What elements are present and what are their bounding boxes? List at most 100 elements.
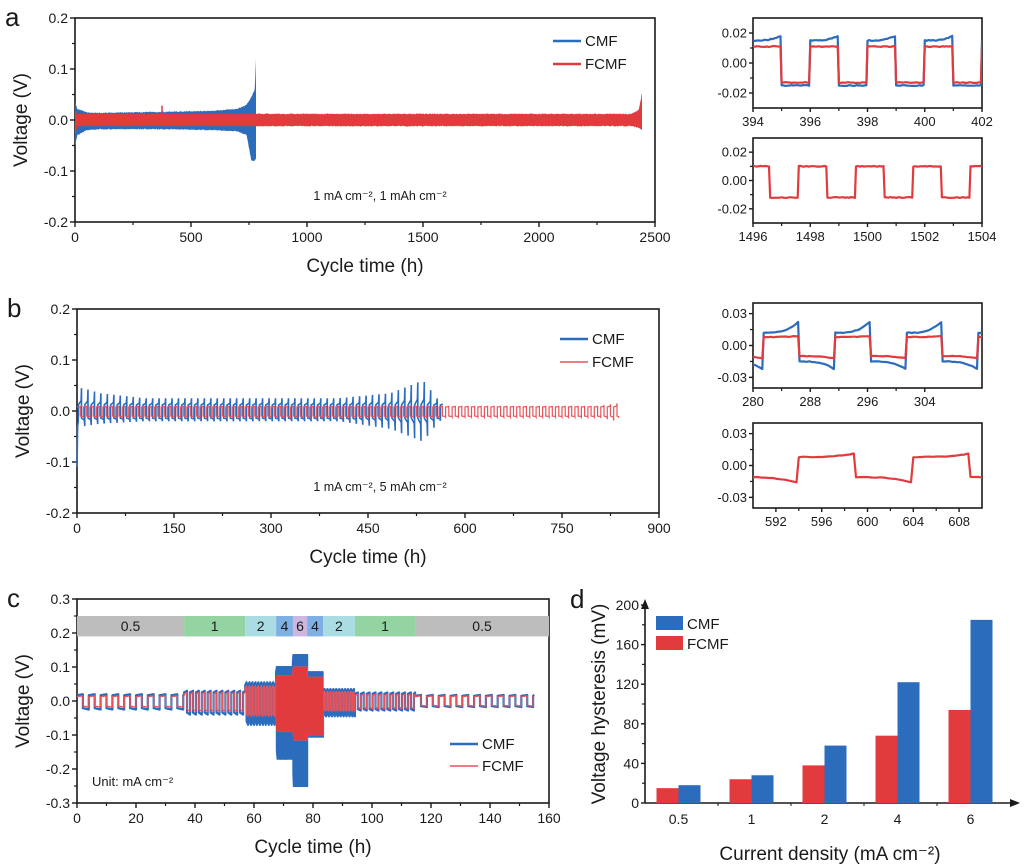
legend-swatch-cmf <box>656 616 683 630</box>
series-cmf-envelope <box>75 59 256 161</box>
y-tick-label: 0.00 <box>722 458 747 473</box>
y-tick-label: 0.03 <box>722 306 747 321</box>
x-axis-label: Current density (mA cm⁻²) <box>719 844 940 865</box>
unit-annotation: Unit: mA cm⁻² <box>92 774 174 789</box>
x-tick-label: 900 <box>647 520 671 536</box>
bar-fcmf <box>803 765 825 803</box>
legend-label: FCMF <box>592 354 634 371</box>
y-tick-label: -0.02 <box>717 201 747 216</box>
condition-annotation: 1 mA cm⁻², 5 mAh cm⁻² <box>313 480 446 494</box>
x-tick-label: 40 <box>187 810 203 826</box>
series-fcmf-dense-region <box>293 667 307 740</box>
x-tick-label: 288 <box>799 394 821 409</box>
rate-band-label: 4 <box>281 618 289 634</box>
x-tick-label: 20 <box>128 810 144 826</box>
panel-a-inset-1: -0.020.000.02394 396 398 400 402 <box>717 18 1009 129</box>
x-tick-label: 2000 <box>523 229 554 245</box>
x-tick-label: 120 <box>419 810 443 826</box>
series-fcmf-trace <box>753 46 1010 83</box>
x-tick-label: 604 <box>902 514 924 529</box>
bar-cmf <box>898 682 920 803</box>
x-tick-label: 402 <box>971 114 993 129</box>
x-tick-label: 100 <box>360 810 384 826</box>
y-axis-label: Voltage (V) <box>13 654 34 748</box>
panel-a: -0.2 -0.1 0.0 0.1 0.2 0 500 1000 1500 2000 2500 Cyc… <box>5 2 671 277</box>
rate-band-label: 0.5 <box>121 618 141 634</box>
x-tick-label: 300 <box>259 520 283 536</box>
bar-cmf <box>825 746 847 803</box>
series-fcmf-dense-region <box>276 676 293 732</box>
x-tick-label: 500 <box>179 229 203 245</box>
panel-b-inset-2: -0.030.000.03592 596 600 604 608 <box>717 423 1024 529</box>
legend-label: FCMF <box>482 758 524 775</box>
x-tick-label: 600 <box>453 520 477 536</box>
y-tick-label: -0.02 <box>717 86 747 101</box>
x-tick-label: 280 <box>742 394 764 409</box>
rate-band-label: 1 <box>211 618 219 634</box>
y-tick-label: 80 <box>623 716 639 732</box>
x-tick-label: 80 <box>305 810 321 826</box>
y-tick-label: -0.03 <box>717 370 747 385</box>
x-tick-label: 0 <box>73 520 81 536</box>
x-tick-label: 600 <box>857 514 879 529</box>
bar-fcmf <box>949 710 971 803</box>
y-tick-label: -0.1 <box>44 163 68 179</box>
x-tick-label: 6 <box>967 811 975 827</box>
legend-label: CMF <box>585 33 618 50</box>
rate-band-label: 6 <box>296 618 304 634</box>
rate-band-label: 0.5 <box>472 618 492 634</box>
x-tick-label: 1000 <box>291 229 322 245</box>
bar-fcmf <box>730 779 752 803</box>
y-tick-label: 40 <box>623 755 639 771</box>
y-tick-label: -0.2 <box>46 761 70 777</box>
rate-band-label: 2 <box>257 618 265 634</box>
legend-label: CMF <box>482 736 515 753</box>
plot-frame <box>753 303 982 388</box>
x-tick-label: 394 <box>742 114 764 129</box>
legend-label: CMF <box>592 331 625 348</box>
y-tick-label: -0.3 <box>46 795 70 811</box>
x-axis-label: Cycle time (h) <box>309 547 426 568</box>
x-tick-label: 396 <box>799 114 821 129</box>
x-tick-label: 140 <box>478 810 502 826</box>
y-tick-label: -0.1 <box>46 727 70 743</box>
panel-b: -0.2-0.10.00.10.20 150 300 450 600 750 900Cycl… <box>7 293 671 568</box>
y-tick-label: 0.2 <box>49 10 69 26</box>
series-cmf-trace <box>77 382 442 467</box>
figure: -0.2-0.10.00.10.20 500 1000 1500 2000 2500Cyc… <box>0 0 1024 867</box>
x-axis-arrow <box>1010 799 1020 807</box>
y-axis-label: Voltage (V) <box>11 73 32 167</box>
y-tick-label: 0.0 <box>51 693 71 709</box>
y-tick-label: 0.02 <box>722 26 747 41</box>
x-tick-label: 1500 <box>853 229 882 244</box>
y-tick-label: 0 <box>631 795 639 811</box>
x-tick-label: 1496 <box>739 229 768 244</box>
x-tick-label: 1498 <box>796 229 825 244</box>
y-tick-label: 0.0 <box>51 403 71 419</box>
y-tick-label: -0.1 <box>46 454 70 470</box>
x-tick-label: 1502 <box>910 229 939 244</box>
panel-d: 040801201602000.5 1 2 4 6CMFFCMFCurrent dens… <box>570 584 1020 865</box>
y-tick-label: 0.03 <box>722 426 747 441</box>
y-tick-label: -0.2 <box>44 214 68 230</box>
x-tick-label: 2 <box>821 811 829 827</box>
rate-band-label: 2 <box>335 618 343 634</box>
x-tick-label: 304 <box>914 394 936 409</box>
rate-band-label: 4 <box>311 618 319 634</box>
y-tick-label: 120 <box>616 676 640 692</box>
x-tick-label: 1 <box>748 811 756 827</box>
bar-fcmf <box>876 736 898 803</box>
panel-label: a <box>5 2 20 32</box>
x-tick-label: 296 <box>857 394 879 409</box>
y-tick-label: 0.00 <box>722 173 747 188</box>
bar-cmf <box>971 620 993 803</box>
x-tick-label: 592 <box>765 514 787 529</box>
x-tick-label: 4 <box>894 811 902 827</box>
x-tick-label: 1504 <box>968 229 997 244</box>
y-tick-label: -0.03 <box>717 490 747 505</box>
x-axis-label: Cycle time (h) <box>254 837 371 858</box>
y-tick-label: 200 <box>616 597 640 613</box>
x-tick-label: 2500 <box>639 229 670 245</box>
series-cmf-trace <box>753 36 1010 86</box>
x-tick-label: 750 <box>550 520 574 536</box>
